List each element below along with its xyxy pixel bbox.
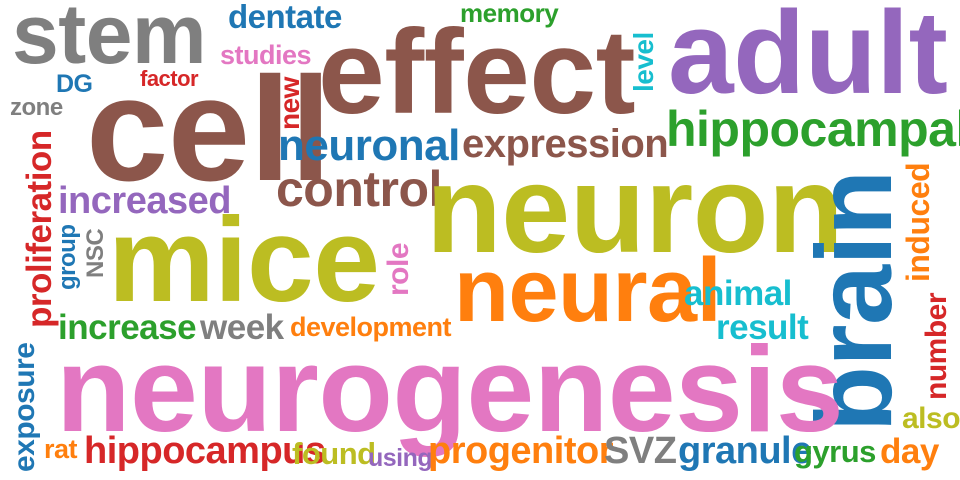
- word-gyrus: gyrus: [794, 434, 876, 469]
- word-adult: adult: [668, 0, 948, 119]
- word-neuron: neuron: [426, 141, 844, 279]
- word-control: control: [276, 161, 442, 217]
- word-increase: increase: [58, 308, 197, 347]
- word-level: level: [628, 32, 659, 92]
- word-day: day: [880, 432, 939, 471]
- word-progenitor: progenitor: [428, 430, 613, 472]
- word-expression: expression: [462, 122, 669, 166]
- word-result: result: [716, 308, 809, 347]
- word-studies: studies: [220, 40, 312, 70]
- word-rat: rat: [44, 434, 78, 464]
- word-found: found: [292, 436, 376, 471]
- word-proliferation: proliferation: [20, 130, 59, 328]
- word-group: group: [54, 224, 81, 290]
- word-role: role: [382, 242, 415, 296]
- word-factor: factor: [140, 66, 199, 91]
- word-granule: granule: [678, 430, 812, 472]
- word-development: development: [290, 312, 452, 342]
- word-dg: DG: [56, 70, 93, 98]
- word-increased: increased: [58, 180, 231, 222]
- word-hippocampus: hippocampus: [84, 430, 326, 472]
- word-exposure: exposure: [8, 342, 41, 472]
- word-effect: effect: [318, 5, 636, 139]
- word-zone: zone: [10, 94, 63, 121]
- word-number: number: [920, 292, 953, 400]
- word-cell: cell: [86, 47, 331, 212]
- word-neural: neural: [454, 241, 722, 341]
- word-hippocampal: hippocampal: [666, 101, 960, 157]
- word-neurogenesis: neurogenesis: [56, 321, 844, 457]
- word-dentate: dentate: [228, 0, 342, 35]
- word-using: using: [368, 444, 433, 472]
- word-animal: animal: [684, 274, 792, 313]
- word-neuronal: neuronal: [278, 121, 460, 170]
- word-stem: stem: [12, 0, 207, 81]
- word-also: also: [902, 402, 960, 435]
- word-mice: mice: [108, 193, 380, 327]
- word-memory: memory: [460, 0, 559, 28]
- word-nsc: NSC: [82, 228, 109, 278]
- word-week: week: [200, 308, 284, 347]
- word-svz: SVZ: [604, 430, 677, 472]
